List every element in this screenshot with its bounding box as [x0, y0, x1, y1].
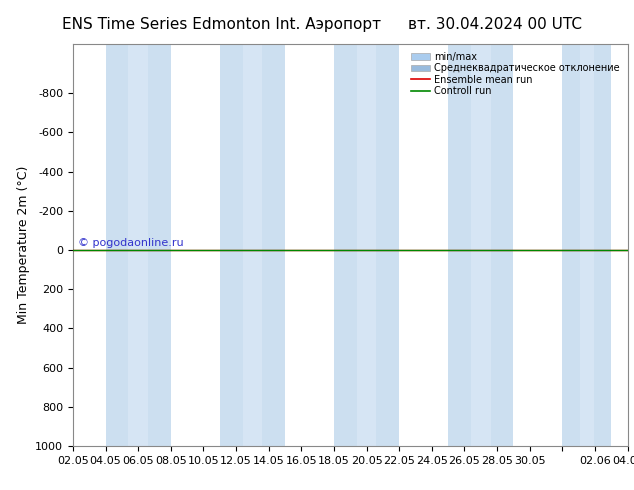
- Y-axis label: Min Temperature 2m (°C): Min Temperature 2m (°C): [16, 166, 30, 324]
- Bar: [357, 44, 377, 446]
- Bar: [448, 44, 514, 446]
- Text: © pogodaonline.ru: © pogodaonline.ru: [79, 238, 184, 248]
- Bar: [562, 44, 611, 446]
- Text: вт. 30.04.2024 00 UTC: вт. 30.04.2024 00 UTC: [408, 17, 581, 32]
- Bar: [471, 44, 491, 446]
- Bar: [579, 44, 594, 446]
- Bar: [220, 44, 285, 446]
- Text: ENS Time Series Edmonton Int. Аэропорт: ENS Time Series Edmonton Int. Аэропорт: [62, 17, 382, 32]
- Bar: [128, 44, 148, 446]
- Bar: [243, 44, 262, 446]
- Bar: [334, 44, 399, 446]
- Legend: min/max, Среднеквадратическое отклонение, Ensemble mean run, Controll run: min/max, Среднеквадратическое отклонение…: [408, 49, 623, 99]
- Bar: [105, 44, 171, 446]
